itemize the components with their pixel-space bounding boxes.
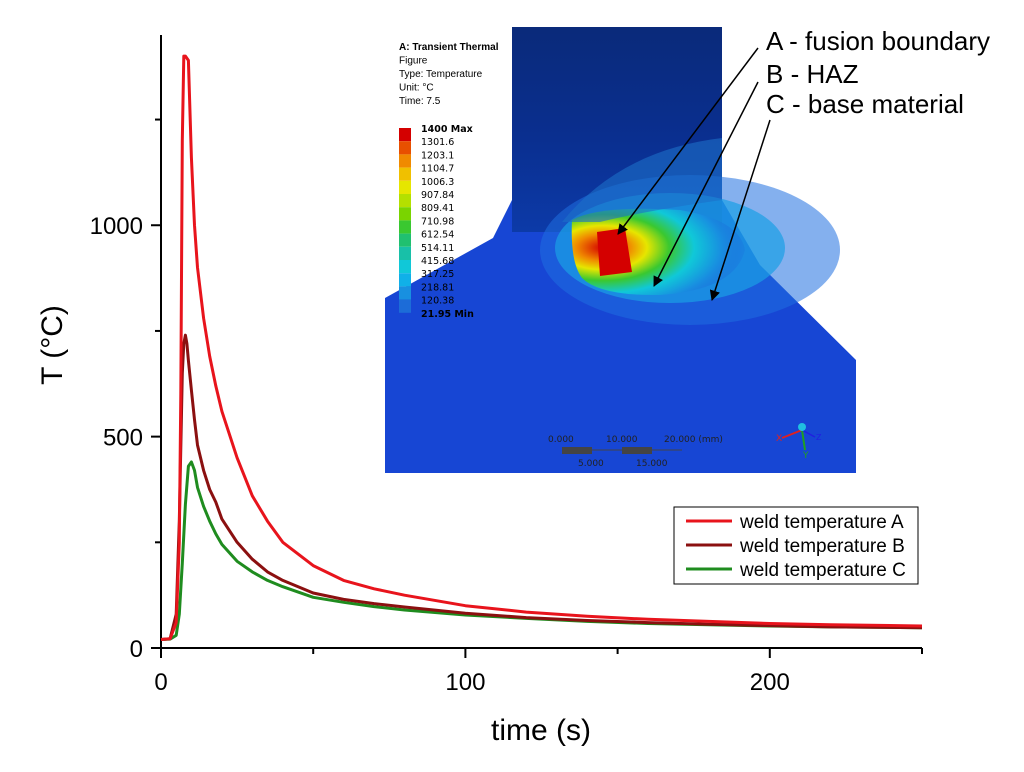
y-axis-title: T (°C): [36, 305, 69, 385]
annotation-a: A - fusion boundary: [766, 26, 990, 56]
legend-value: 1006.3: [421, 177, 454, 188]
scale-label-0: 0.000: [548, 435, 574, 445]
legend-color-cell: [399, 141, 411, 155]
y-ticks: 0 500 1000: [90, 118, 161, 663]
legend-value: 1400 Max: [421, 124, 473, 135]
scale-bar: 0.000 10.000 20.000 (mm) 5.000 15.000: [548, 435, 723, 469]
legend-color-cell: [399, 128, 411, 142]
x-tick-label: 200: [750, 669, 790, 696]
x-axis-title: time (s): [491, 714, 591, 747]
legend-value: 120.38: [421, 296, 454, 307]
legend-value: 710.98: [421, 216, 454, 227]
scale-label-20: 20.000 (mm): [664, 435, 723, 445]
triad-z: Z: [816, 433, 822, 442]
legend-color-cell: [399, 180, 411, 194]
legend-color-cell: [399, 260, 411, 274]
scale-label-5: 5.000: [578, 459, 604, 469]
legend-color-cell: [399, 246, 411, 260]
legend-value: 1203.1: [421, 150, 454, 161]
upper-heat-band: [562, 138, 722, 222]
x-tick-label: 100: [445, 669, 485, 696]
legend-value: 1104.7: [421, 164, 454, 175]
x-ticks: 0 100 200: [154, 648, 923, 696]
axes: 0 100 200 0 500 1000: [90, 35, 923, 696]
legend-label: weld temperature A: [739, 512, 904, 533]
legend-value: 514.11: [421, 243, 454, 254]
inset-header: A: Transient Thermal Figure Type: Temperat…: [399, 42, 499, 107]
annotation-b: B - HAZ: [766, 59, 859, 89]
scale-label-15: 15.000: [636, 459, 668, 469]
series-lines: [160, 54, 923, 641]
legend-value: 317.25: [421, 269, 454, 280]
inset-color-legend: 1400 Max 1301.6 1203.1 1104.7 1006.3 907.84 80…: [399, 124, 474, 320]
arrow-a: [617, 47, 759, 235]
inset-header-line: Figure: [399, 56, 428, 67]
inset-header-line: Unit: °C: [399, 83, 434, 94]
triad-x: X: [776, 434, 782, 444]
legend-color-cell: [399, 207, 411, 221]
legend: weld temperature A weld temperature B weld…: [673, 506, 919, 585]
series-line-a: [160, 54, 923, 641]
inset-header-line: A: Transient Thermal: [399, 42, 499, 53]
legend-color-cell: [399, 167, 411, 181]
legend-label: weld temperature C: [739, 560, 906, 581]
y-tick-label: 1000: [90, 213, 143, 240]
y-tick-label: 0: [130, 636, 143, 663]
legend-color-cell: [399, 299, 411, 313]
legend-value: 415.68: [421, 256, 454, 267]
legend-value: 809.41: [421, 203, 454, 214]
legend-value: 907.84: [421, 190, 454, 201]
arrow-c: [709, 119, 771, 301]
y-tick-label: 500: [103, 425, 143, 452]
triad-y: Y: [802, 451, 809, 461]
annotation-c: C - base material: [766, 89, 964, 119]
legend-value: 21.95 Min: [421, 309, 474, 320]
legend-label: weld temperature B: [739, 536, 905, 557]
inset-header-line: Time: 7.5: [399, 96, 441, 107]
legend-value: 612.54: [421, 230, 454, 241]
legend-color-cell: [399, 220, 411, 234]
annotations: A - fusion boundary B - HAZ C - base mat…: [617, 26, 990, 301]
scale-label-10: 10.000: [606, 435, 638, 445]
legend-color-cell: [399, 194, 411, 208]
legend-color-cell: [399, 154, 411, 168]
arrow-b: [653, 81, 759, 287]
inset-header-line: Type: Temperature: [399, 69, 483, 80]
legend-color-cell: [399, 286, 411, 300]
series-line-b: [160, 333, 923, 641]
legend-value: 1301.6: [421, 137, 454, 148]
x-tick-label: 0: [154, 669, 167, 696]
coordinate-triad-icon: X Y Z: [776, 423, 822, 461]
fusion-zone: [597, 228, 632, 276]
legend-color-cell: [399, 273, 411, 287]
thermal-simulation-inset: 1400 Max 1301.6 1203.1 1104.7 1006.3 907.84 80…: [385, 27, 856, 473]
legend-value: 218.81: [421, 282, 454, 293]
legend-color-cell: [399, 233, 411, 247]
